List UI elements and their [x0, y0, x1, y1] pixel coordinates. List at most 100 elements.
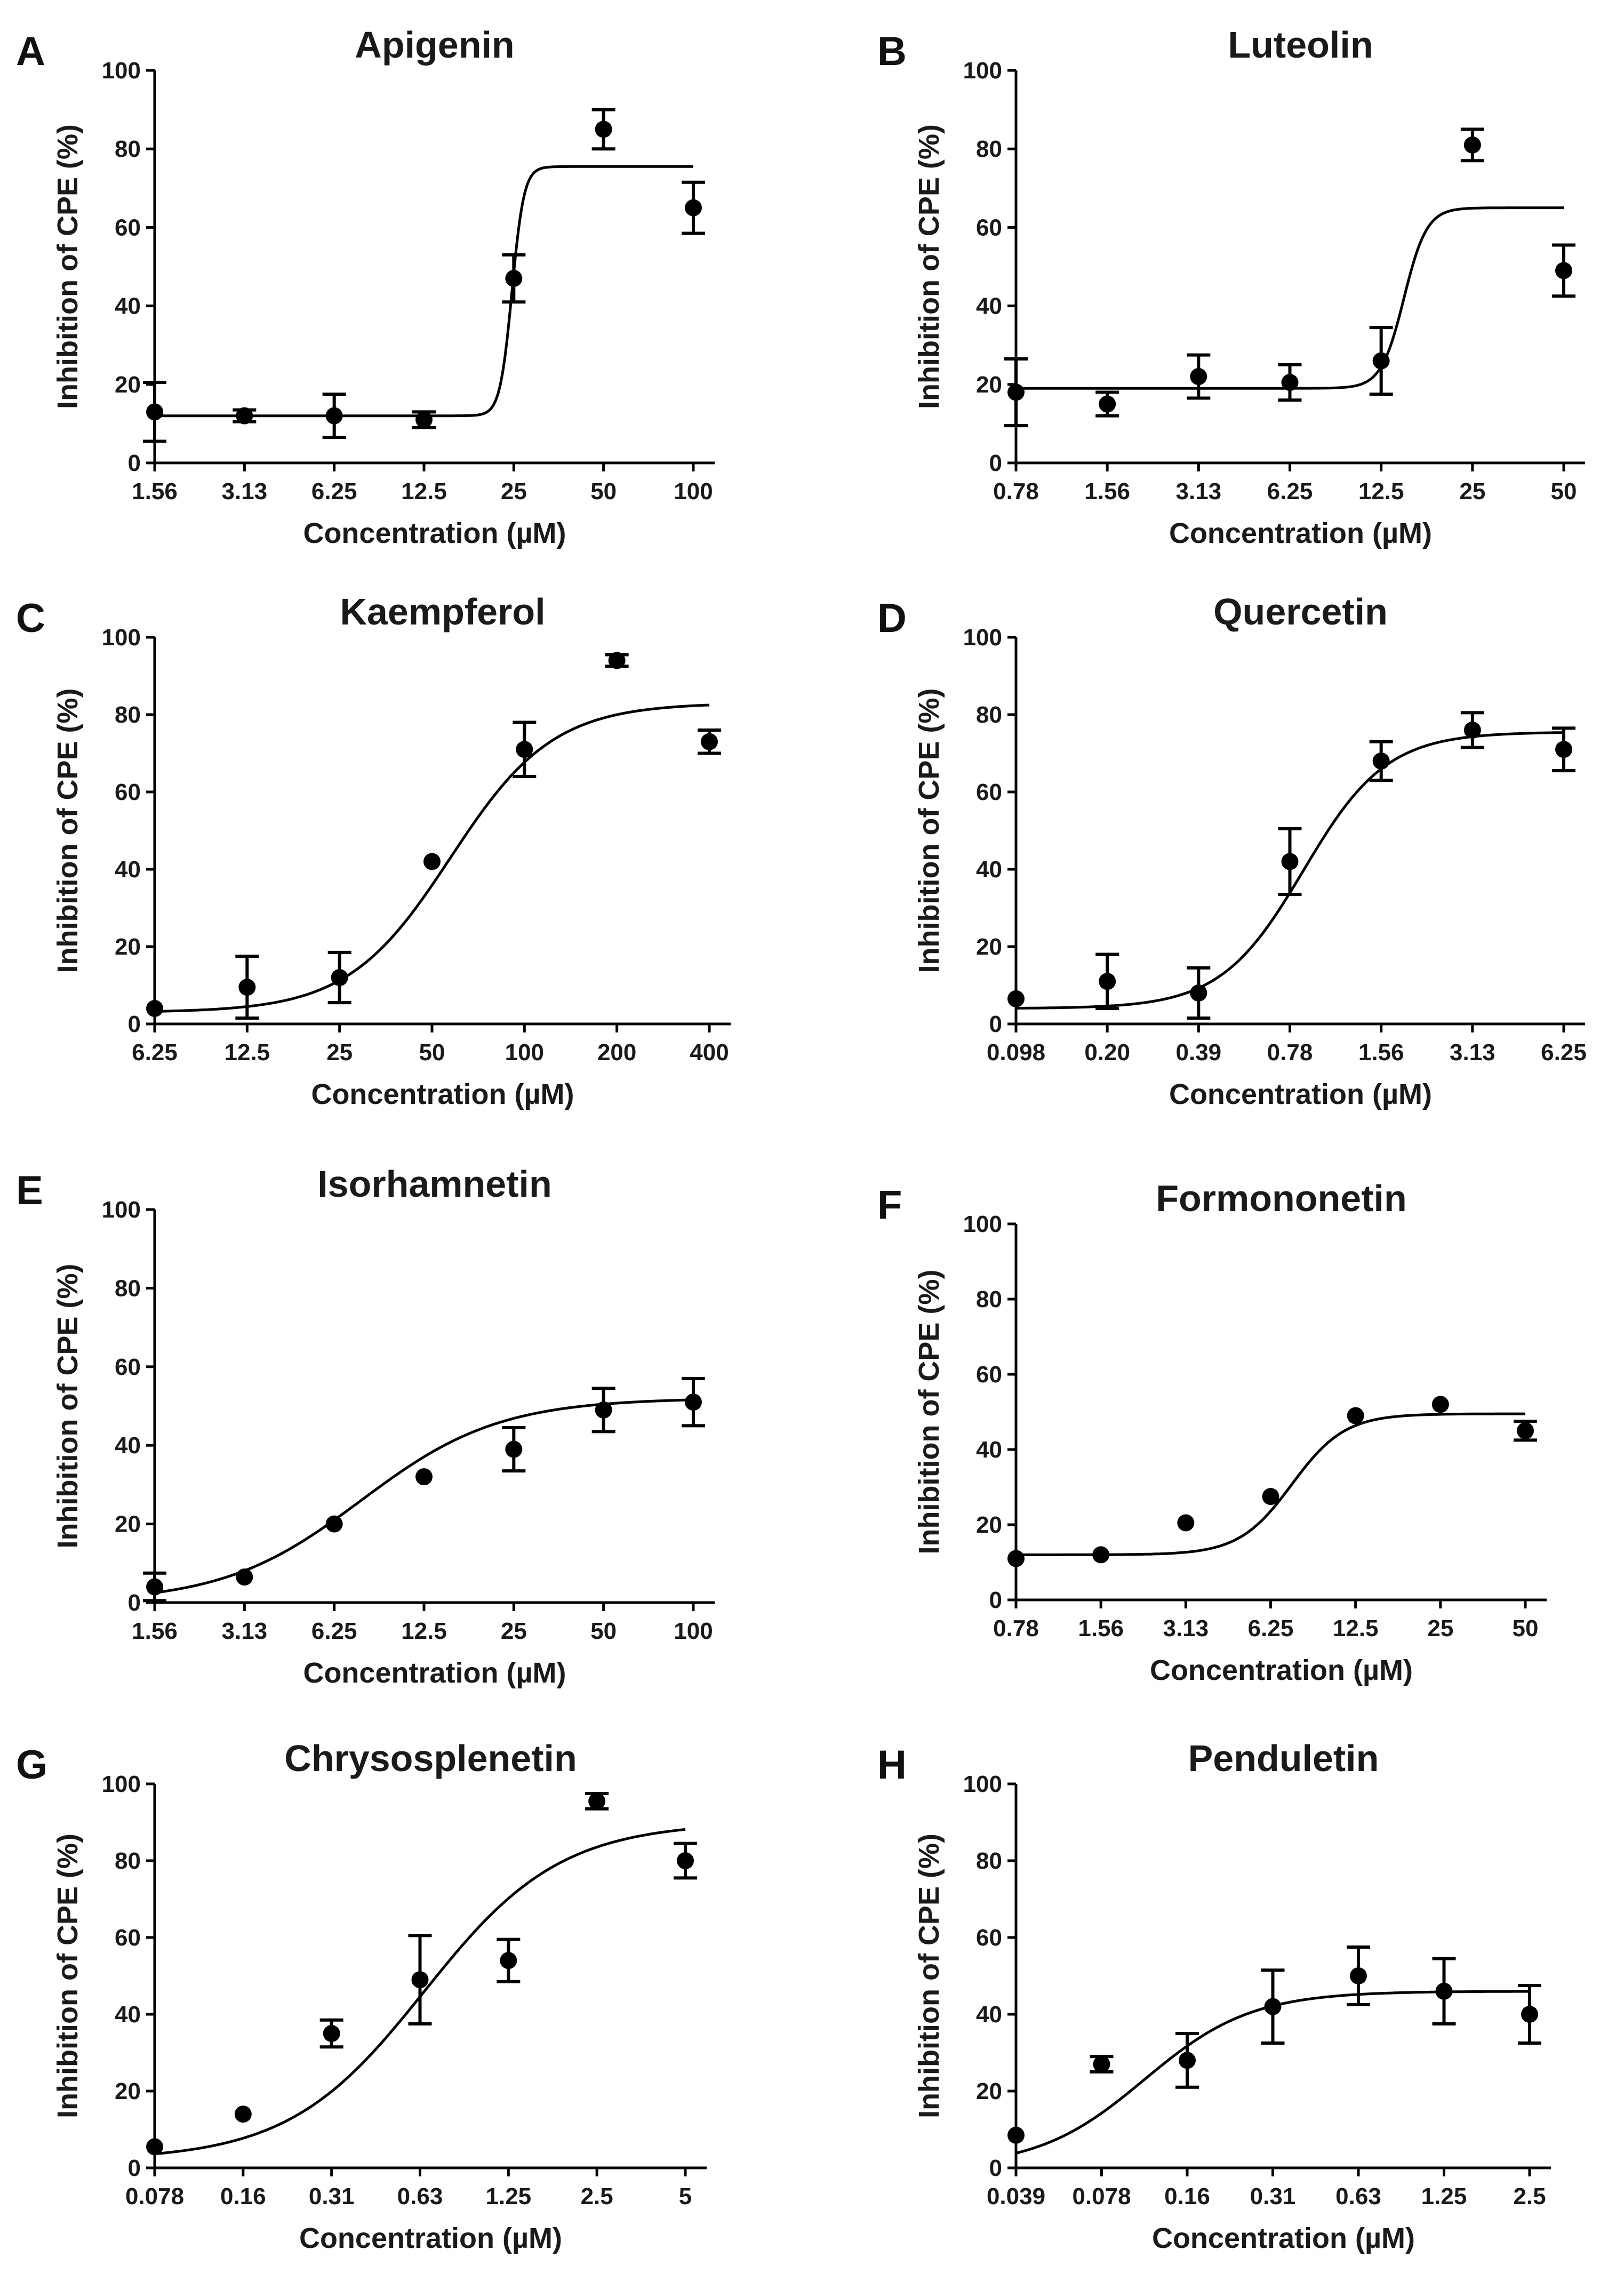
chart-title: Isorhamnetin: [317, 1163, 552, 1205]
x-tick-label: 0.31: [1250, 2183, 1296, 2209]
data-point: [323, 2025, 340, 2042]
panel-b: B Luteolin 0 20 40 60 80 100 0.78 1.56 3.13 6.25 12.…: [877, 24, 1585, 549]
y-tick-label: 40: [115, 856, 141, 883]
data-point: [1431, 1396, 1449, 1413]
panel-letter: D: [877, 596, 907, 641]
y-tick-label: 100: [102, 1771, 141, 1797]
data-point: [505, 270, 523, 287]
y-tick-label: 0: [989, 1011, 1002, 1037]
x-tick-label: 3.13: [1163, 1615, 1209, 1642]
y-tick-label: 0: [128, 450, 141, 476]
data-point: [588, 1792, 606, 1810]
y-tick-label: 100: [102, 1197, 141, 1223]
data-point: [1347, 1407, 1364, 1424]
data-point: [505, 1440, 523, 1458]
data-point: [331, 969, 348, 986]
y-tick-label: 60: [976, 1925, 1002, 1951]
y-tick-label: 100: [963, 624, 1002, 651]
y-tick-label: 40: [976, 856, 1002, 883]
y-axis-label: Inhibition of CPE (%): [913, 124, 945, 409]
x-tick-label: 0.39: [1176, 1039, 1222, 1066]
data-point: [1555, 741, 1572, 758]
x-tick-label: 25: [501, 478, 527, 505]
y-tick-label: 80: [976, 702, 1002, 728]
data-point: [608, 652, 626, 669]
x-tick-label: 3.13: [1176, 478, 1222, 505]
x-tick-label: 50: [590, 1618, 617, 1644]
y-tick-label: 20: [976, 1512, 1002, 1538]
data-point: [1555, 262, 1572, 279]
data-point: [1435, 1982, 1453, 2000]
y-tick-label: 60: [976, 214, 1002, 241]
data-point: [1099, 973, 1116, 990]
x-tick-label: 0.16: [1164, 2183, 1210, 2209]
x-tick-label: 0.078: [125, 2183, 184, 2209]
y-tick-label: 100: [963, 1771, 1002, 1797]
y-tick-label: 60: [976, 779, 1002, 805]
data-point: [1350, 1967, 1367, 1984]
y-tick-label: 60: [976, 1362, 1002, 1388]
x-tick-label: 25: [1459, 478, 1485, 505]
y-tick-label: 40: [976, 1437, 1002, 1463]
x-tick-label: 3.13: [1450, 1039, 1495, 1066]
data-point: [516, 741, 533, 758]
data-point: [1463, 136, 1481, 154]
chart-title: Kaempferol: [340, 591, 545, 632]
data-point: [1190, 984, 1207, 1002]
data-point: [1281, 374, 1299, 391]
panel-letter: A: [16, 29, 45, 74]
panel-d: D Quercetin 0 20 40 60 80 100 0.098 0.20 0.39 0.78 1…: [877, 591, 1587, 1110]
y-tick-label: 80: [976, 1848, 1002, 1874]
data-point: [595, 121, 612, 138]
x-axis-label: Concentration (µM): [303, 517, 566, 549]
x-axis-label: Concentration (µM): [299, 2222, 562, 2254]
data-point: [411, 1971, 429, 1989]
y-tick-label: 40: [976, 293, 1002, 319]
y-tick-label: 60: [115, 1354, 141, 1380]
x-tick-label: 400: [690, 1039, 729, 1066]
data-point: [1099, 395, 1116, 413]
x-tick-label: 50: [419, 1039, 445, 1066]
y-tick-label: 40: [115, 293, 141, 319]
data-point: [415, 411, 433, 429]
y-tick-label: 20: [115, 2078, 141, 2104]
x-tick-label: 25: [326, 1039, 353, 1066]
chart-title: Luteolin: [1228, 24, 1373, 66]
x-tick-label: 1.56: [1084, 478, 1130, 505]
x-tick-label: 1.25: [1421, 2183, 1467, 2209]
y-tick-label: 100: [963, 58, 1002, 84]
x-tick-label: 0.63: [1335, 2183, 1381, 2209]
data-point: [1190, 368, 1207, 386]
data-point: [1281, 853, 1299, 870]
data-point: [238, 979, 256, 996]
chart-title: Formononetin: [1156, 1178, 1406, 1219]
y-tick-label: 40: [115, 1432, 141, 1459]
panel-letter: H: [877, 1742, 907, 1788]
panel-e: E Isorhamnetin 0 20 40 60 80 100 1.56 3.13 6.25 12.…: [16, 1163, 715, 1689]
data-point: [500, 1952, 517, 1969]
x-tick-label: 1.56: [1358, 1039, 1404, 1066]
chart-title: Quercetin: [1213, 591, 1388, 632]
data-point: [1093, 2055, 1110, 2073]
x-tick-label: 0.31: [309, 2183, 355, 2209]
x-tick-label: 100: [674, 478, 713, 505]
x-tick-label: 1.56: [132, 1618, 178, 1644]
data-point: [325, 407, 343, 425]
data-point: [1372, 752, 1390, 770]
data-point: [1372, 352, 1390, 370]
panel-letter: E: [16, 1168, 43, 1213]
data-point: [1262, 1488, 1279, 1506]
x-axis-label: Concentration (µM): [311, 1078, 574, 1110]
fit-curve: [155, 165, 693, 418]
y-tick-label: 80: [976, 136, 1002, 162]
x-tick-label: 1.56: [1078, 1615, 1124, 1642]
data-point: [595, 1401, 612, 1419]
y-axis-label: Inhibition of CPE (%): [52, 1833, 84, 2118]
panel-c: C Kaempferol 0 20 40 60 80 100 6.25 12.5 25 50 100 20…: [16, 591, 731, 1110]
x-tick-label: 12.5: [401, 478, 447, 505]
y-tick-label: 0: [128, 2155, 141, 2181]
chart-title: Penduletin: [1188, 1737, 1379, 1779]
x-tick-label: 50: [1551, 478, 1577, 505]
x-tick-label: 6.25: [311, 1618, 357, 1644]
